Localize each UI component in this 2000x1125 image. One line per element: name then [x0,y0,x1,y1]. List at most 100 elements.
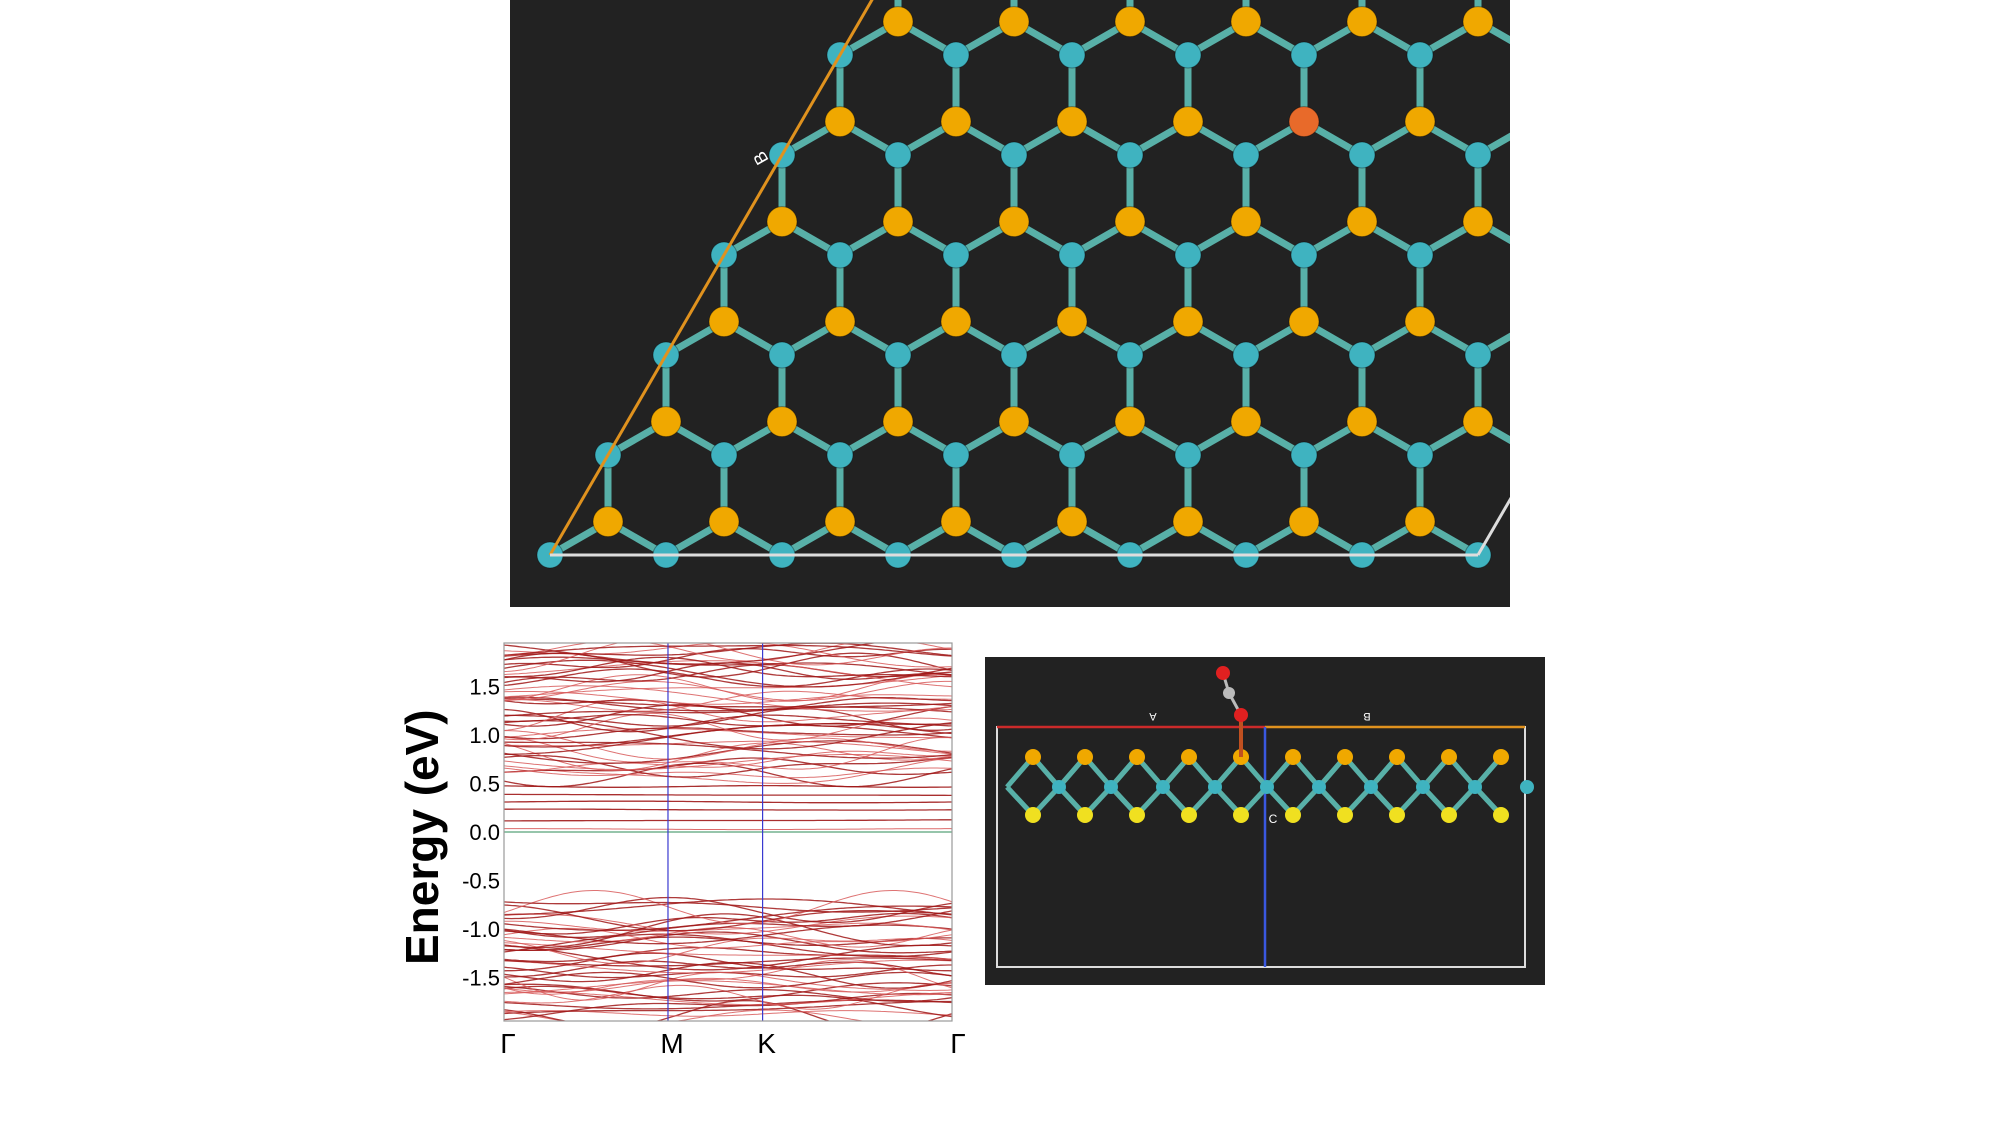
metal-atom [1058,41,1086,69]
metal-atom [826,241,854,269]
top-sulfur-atom [1493,749,1509,765]
sulfur-atom [708,506,740,538]
energy-band-line [504,728,952,739]
energy-band-line [504,890,952,925]
carbon-atom [1223,687,1235,699]
bottom-sulfur-atom [1025,807,1041,823]
metal-atom [1174,441,1202,469]
side-a-axis-label: A [1149,710,1157,722]
sulfur-atom [882,406,914,438]
metal-atom [1000,341,1028,369]
bottom-sulfur-atom [1181,807,1197,823]
oxygen-atom [1234,708,1248,722]
y-tick-label: -0.5 [462,868,500,893]
metal-atom [1520,780,1534,794]
sulfur-atom [1114,206,1146,238]
metal-atom [1290,441,1318,469]
energy-band-line [504,991,952,1006]
bottom-sulfur-atom [1285,807,1301,823]
sulfur-atom [1056,306,1088,338]
metal-atom [1468,780,1482,794]
side-view-structure: A B C [996,666,1534,968]
top-sulfur-atom [1129,749,1145,765]
energy-band-line [504,762,952,788]
energy-band-line [504,668,952,688]
sulfur-atom [1346,206,1378,238]
sulfur-atom [1230,406,1262,438]
metal-atom [1416,780,1430,794]
sulfur-atom [1172,506,1204,538]
energy-band-line [504,664,952,684]
energy-band-line [504,959,952,974]
band-structure-svg: 1.5 1.0 0.5 0.0 -0.5 -1.0 -1.5 Γ M K Γ [462,642,966,1059]
energy-band-line [504,691,952,705]
sulfur-atom [1230,6,1262,38]
sulfur-atom [998,206,1030,238]
energy-band-line [504,819,952,822]
bottom-sulfur-atom [1441,807,1457,823]
metal-atom [884,141,912,169]
energy-band-line [504,696,952,711]
metal-atom [1174,241,1202,269]
top-sulfur-atom [1025,749,1041,765]
energy-band-line [504,980,952,996]
k-point-label: Γ [950,1028,965,1059]
sulfur-atom [1462,206,1494,238]
energy-band-line [504,698,952,731]
sulfur-atom [824,506,856,538]
energy-band-line [504,985,952,1002]
metal-atom [768,341,796,369]
metal-atom [1406,441,1434,469]
metal-atom [1156,780,1170,794]
co2-molecule [1216,666,1248,757]
energy-band-line [504,960,952,978]
sulfur-atom [1230,206,1262,238]
energy-band-line [504,913,952,949]
energy-band-line [504,656,952,678]
bottom-sulfur-atom [1389,807,1405,823]
energy-band-line [504,643,879,665]
energy-band-line [504,767,952,779]
energy-band-line [504,685,952,712]
plot-frame [503,642,953,1022]
sulfur-atom [1056,106,1088,138]
high-symmetry-lines [504,643,952,1021]
energy-band-line [504,957,952,967]
sulfur-atom [1288,506,1320,538]
k-point-label: Γ [500,1028,515,1059]
top-sulfur-atom [1285,749,1301,765]
b-axis-label: B [749,148,772,168]
metal-atom [1232,341,1260,369]
sulfur-atom [824,106,856,138]
top-view-atoms [536,6,1494,569]
bottom-sulfur-atom [1337,807,1353,823]
energy-band-line [504,784,952,788]
sulfur-atom [1462,406,1494,438]
cell-edge-right [1476,496,1510,556]
sulfur-atom [766,406,798,438]
metal-atom [1290,41,1318,69]
sulfur-atom [1172,306,1204,338]
metal-atom [710,441,738,469]
energy-band-line [504,924,952,945]
bottom-sulfur-atom [1077,807,1093,823]
top-sulfur-atom [1337,749,1353,765]
energy-band-line [504,952,952,972]
metal-atom [1406,241,1434,269]
y-tick-label: 0.0 [469,820,500,845]
metal-atom [942,241,970,269]
energy-band-line [504,696,952,712]
energy-band-line [504,904,952,932]
metal-atom [1232,141,1260,169]
metal-atom [942,441,970,469]
k-point-label: M [660,1028,683,1059]
energy-band-line [504,926,952,948]
energy-band-line [504,927,952,949]
side-view-atoms [1025,749,1534,823]
top-view-structure: A B C [536,0,1510,569]
top-sulfur-atom [1077,749,1093,765]
oxygen-atom [1216,666,1230,680]
energy-band-line [504,1000,952,1021]
energy-band-line [504,992,952,1021]
